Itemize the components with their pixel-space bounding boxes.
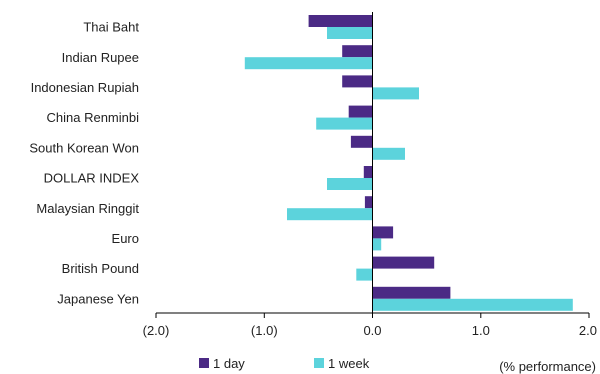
category-label: South Korean Won bbox=[29, 140, 139, 155]
bar-1-day-5 bbox=[363, 166, 373, 178]
bar-1-week-7 bbox=[372, 238, 382, 251]
category-label: DOLLAR INDEX bbox=[44, 171, 140, 186]
x-axis-unit-label: (% performance) bbox=[499, 359, 596, 374]
bar-1-day-9 bbox=[372, 286, 451, 299]
x-axis: (2.0) (1.0) 0.0 1.0 2.0 bbox=[143, 12, 597, 338]
bar-1-week-4 bbox=[372, 147, 405, 160]
legend: 1 day 1 week bbox=[199, 356, 370, 371]
bar-1-week-5 bbox=[327, 178, 373, 190]
legend-swatch-1-day bbox=[199, 358, 209, 368]
bar-1-day-6 bbox=[364, 196, 373, 209]
x-tick-label: (2.0) bbox=[143, 323, 170, 338]
bar-1-week-0 bbox=[327, 27, 373, 39]
bar-1-day-3 bbox=[348, 105, 373, 118]
bar-1-day-0 bbox=[308, 15, 373, 27]
category-label: British Pound bbox=[62, 261, 139, 276]
x-tick-label: (1.0) bbox=[251, 323, 278, 338]
bars-group bbox=[244, 15, 573, 311]
legend-label-1-day: 1 day bbox=[213, 356, 245, 371]
category-label: Euro bbox=[112, 231, 139, 246]
category-label: Japanese Yen bbox=[57, 291, 139, 306]
legend-swatch-1-week bbox=[314, 358, 324, 368]
category-label: Thai Baht bbox=[83, 20, 139, 35]
bar-1-week-6 bbox=[287, 208, 373, 221]
category-label: Indian Rupee bbox=[62, 50, 139, 65]
category-label: Indonesian Rupiah bbox=[31, 80, 139, 95]
bar-1-week-1 bbox=[244, 57, 373, 70]
x-tick-label: 1.0 bbox=[472, 323, 490, 338]
category-label: Malaysian Ringgit bbox=[36, 201, 139, 216]
legend-label-1-week: 1 week bbox=[328, 356, 370, 371]
bar-1-day-4 bbox=[350, 135, 373, 148]
bar-1-day-1 bbox=[342, 45, 373, 58]
bar-1-day-7 bbox=[372, 226, 394, 239]
bar-1-week-9 bbox=[372, 298, 573, 311]
category-label: China Renminbi bbox=[47, 110, 140, 125]
x-tick-label: 2.0 bbox=[579, 323, 597, 338]
bar-1-week-8 bbox=[356, 268, 373, 281]
bar-1-week-3 bbox=[316, 117, 373, 130]
category-labels: Thai Baht Indian Rupee Indonesian Rupiah Ch… bbox=[29, 20, 139, 307]
bar-1-week-2 bbox=[372, 87, 419, 100]
bar-1-day-8 bbox=[372, 256, 435, 269]
bar-1-day-2 bbox=[342, 75, 373, 88]
x-tick-label: 0.0 bbox=[363, 323, 381, 338]
